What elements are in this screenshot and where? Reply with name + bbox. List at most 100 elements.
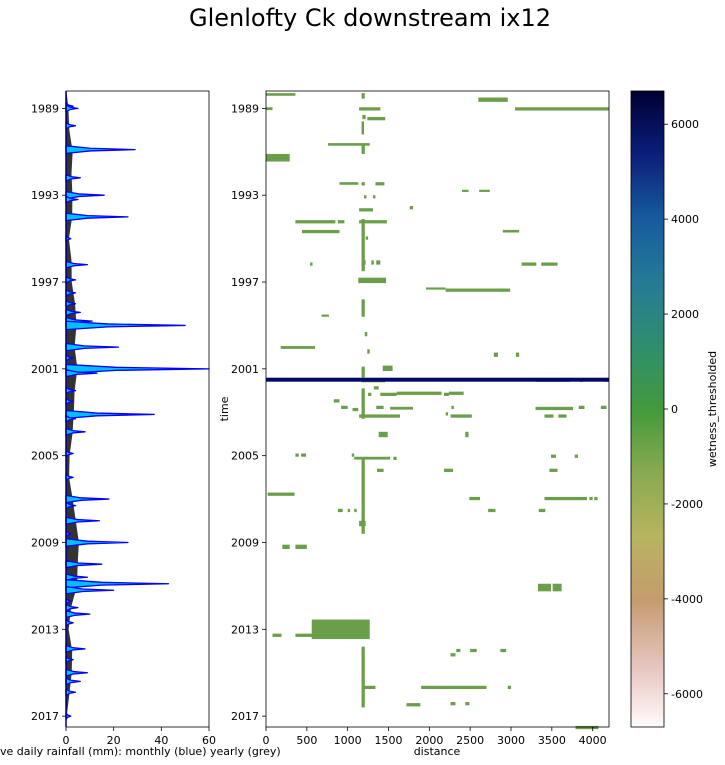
wetness-cell xyxy=(558,414,567,418)
wetness-cell xyxy=(362,685,376,690)
y-tick-label: 2013 xyxy=(231,623,259,636)
wetness-cell xyxy=(359,520,366,527)
wetness-cell xyxy=(594,496,598,501)
wetness-y-ticks: 1989 1993 1997 2001 2005 2009 2013 2017 xyxy=(231,102,266,723)
wetness-cell xyxy=(361,145,365,154)
x-tick-label: 60 xyxy=(202,734,216,747)
monthly-rainfall-spike xyxy=(65,145,136,155)
monthly-rainfall-spike xyxy=(65,320,186,331)
wetness-cell xyxy=(364,331,368,337)
y-tick-label: 2005 xyxy=(31,450,59,463)
y-tick-label: 1997 xyxy=(231,276,259,289)
wetness-cell xyxy=(364,195,367,199)
wetness-cell xyxy=(358,277,387,284)
wetness-cell xyxy=(368,392,372,396)
y-tick-label: 2005 xyxy=(231,450,259,463)
x-tick-label: 4000 xyxy=(579,734,607,747)
wetness-cell xyxy=(266,153,290,162)
wetness-cell xyxy=(448,391,464,395)
colorbar-tick-label: -4000 xyxy=(671,593,703,606)
colorbar-ticks: -6000 -4000 -2000 0 2000 4000 6000 xyxy=(664,118,703,701)
wetness-cell xyxy=(396,391,442,395)
monthly-rainfall-spike xyxy=(65,610,91,619)
wetness-cell xyxy=(347,508,351,513)
wetness-cell xyxy=(361,299,365,317)
wetness-cell xyxy=(267,492,295,496)
monthly-rainfall-spike xyxy=(65,688,77,697)
wetness-cell xyxy=(295,544,307,550)
wetness-cell xyxy=(409,206,413,210)
wetness-cell xyxy=(538,508,546,513)
wetness-cell xyxy=(444,392,449,396)
y-tick-label: 2009 xyxy=(31,536,59,549)
wetness-panel: 0 500 1000 1500 2000 2500 3000 3500 4000 1989 199… xyxy=(218,90,610,758)
monthly-rainfall-spike xyxy=(65,260,89,269)
monthly-rainfall-spike xyxy=(65,121,77,130)
wetness-cell xyxy=(552,583,562,592)
x-tick-label: 0 xyxy=(263,734,270,747)
yearly-rainfall-area xyxy=(66,93,79,717)
wetness-cell xyxy=(551,454,556,458)
wetness-cell xyxy=(359,220,387,224)
y-tick-label: 1989 xyxy=(231,102,259,115)
wetness-cell xyxy=(372,195,376,199)
wetness-cell xyxy=(351,453,355,457)
wetness-cell xyxy=(380,392,397,396)
wetness-cell xyxy=(589,496,593,501)
wetness-cell xyxy=(451,405,454,409)
wetness-plot-area xyxy=(266,93,609,730)
wetness-cell xyxy=(361,457,365,534)
colorbar-tick-label: -2000 xyxy=(671,498,703,511)
wetness-cell xyxy=(361,121,364,135)
wetness-cell xyxy=(361,646,365,708)
wetness-cell xyxy=(363,260,366,265)
wetness-cell xyxy=(390,406,413,410)
wetness-cell xyxy=(373,386,379,390)
wetness-cell xyxy=(507,685,511,690)
colorbar-tick-label: 2000 xyxy=(671,308,699,321)
monthly-rainfall-spike xyxy=(65,494,110,504)
y-tick-label: 2009 xyxy=(231,536,259,549)
colorbar-tick-label: 6000 xyxy=(671,118,699,131)
wetness-high-band xyxy=(266,377,609,382)
wetness-x-axis-label: distance xyxy=(414,745,461,758)
rainfall-axes-frame xyxy=(65,90,210,728)
rainfall-x-axis-label: ave daily rainfall (mm): monthly (blue) … xyxy=(0,745,281,758)
wetness-cell xyxy=(575,725,599,730)
wetness-cell xyxy=(488,508,496,513)
y-tick-label: 1993 xyxy=(231,189,259,202)
wetness-cell xyxy=(301,453,307,457)
wetness-cell xyxy=(421,685,487,690)
x-tick-label: 20 xyxy=(107,734,121,747)
monthly-rainfall-spike xyxy=(65,516,101,525)
wetness-cell xyxy=(359,107,381,111)
wetness-cell xyxy=(574,454,578,458)
wetness-cell xyxy=(450,653,456,657)
monthly-rainfall-spike xyxy=(65,173,81,182)
wetness-cell xyxy=(295,453,299,457)
wetness-cell xyxy=(470,648,477,653)
monthly-rainfall-spike xyxy=(65,585,115,595)
x-tick-label: 1500 xyxy=(375,734,403,747)
monthly-rainfall-spike xyxy=(65,212,129,222)
monthly-rainfall-spike xyxy=(65,644,86,653)
wetness-cell xyxy=(337,220,345,224)
wetness-cell xyxy=(377,468,384,472)
colorbar-gradient xyxy=(630,90,665,728)
wetness-cell xyxy=(500,648,507,653)
x-tick-label: 2500 xyxy=(456,734,484,747)
monthly-rainfall-spike xyxy=(65,538,129,547)
wetness-cell xyxy=(515,352,520,357)
rainfall-plot-area xyxy=(65,91,210,727)
wetness-cell xyxy=(502,229,520,233)
wetness-cell xyxy=(370,117,386,121)
colorbar: -6000 -4000 -2000 0 2000 4000 6000 wetness_thr… xyxy=(630,90,719,728)
wetness-cell xyxy=(359,414,400,418)
x-tick-label: 3000 xyxy=(497,734,525,747)
monthly-rainfall-spike xyxy=(65,409,155,420)
wetness-cell xyxy=(478,97,508,102)
wetness-cell xyxy=(361,388,365,419)
monthly-rainfall-spike xyxy=(65,473,74,482)
monthly-rainfall-spike xyxy=(65,668,89,677)
wetness-cell xyxy=(354,456,391,460)
